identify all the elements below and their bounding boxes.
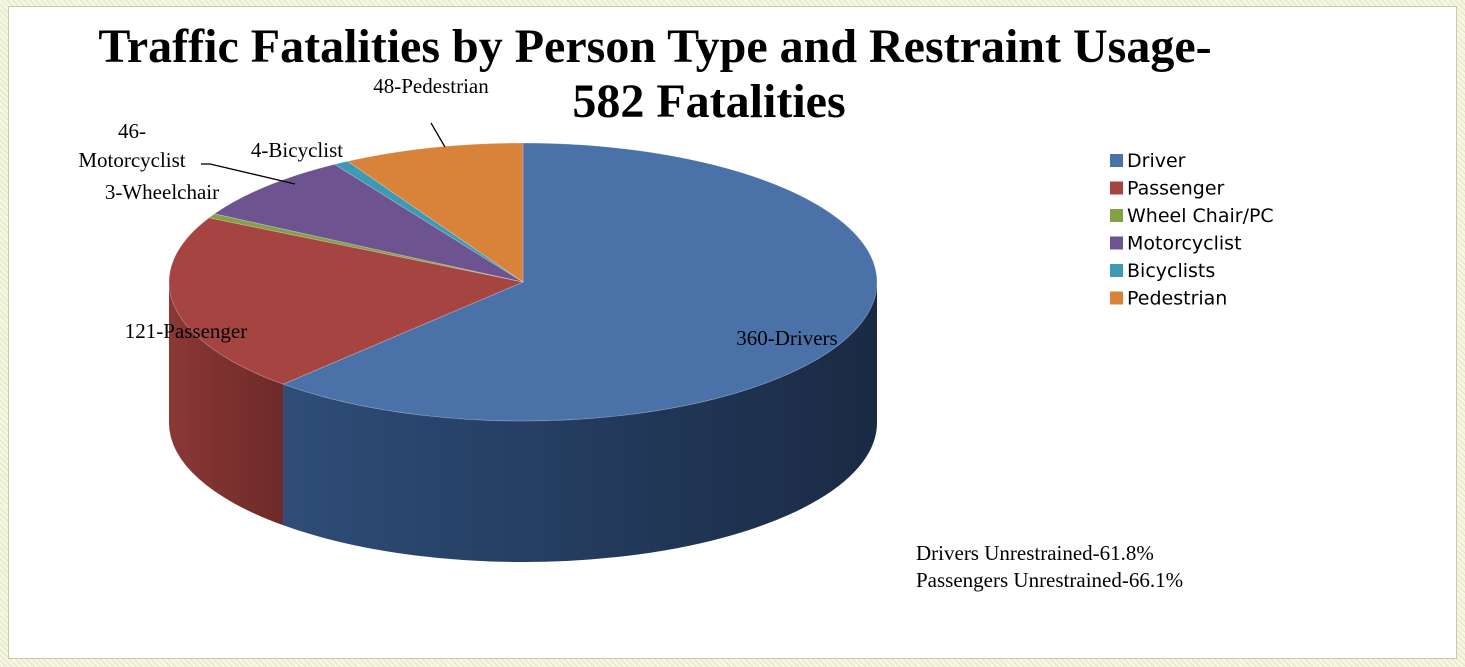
pie-side-passenger (169, 282, 284, 526)
pie-sides (169, 282, 878, 563)
pie-slice-driver (281, 142, 878, 422)
leader-lines (201, 122, 446, 185)
pie-slice-motorcyclist (213, 163, 524, 283)
legend-swatch-wheel-chair-pc (1110, 209, 1123, 222)
legend-label-bicyclists: Bicyclists (1127, 260, 1215, 282)
pie-tops (168, 142, 878, 422)
legend-swatch-driver (1110, 154, 1123, 167)
legend-label-driver: Driver (1127, 150, 1186, 172)
chart-title-line2: 582 Fatalities (572, 75, 845, 128)
label-motorcyclist-name: Motorcyclist (78, 148, 185, 172)
legend: Driver Passenger Wheel Chair/PC Motorcyclis… (1110, 150, 1274, 310)
leader-motorcyclist (209, 163, 296, 185)
pie-slice-wheel-chair-pc (208, 213, 524, 283)
chart-title-line1: Traffic Fatalities by Person Type and Re… (98, 20, 1211, 73)
leader-pedestrian (430, 122, 446, 148)
label-passenger: 121-Passenger (125, 319, 247, 343)
legend-label-passenger: Passenger (1127, 178, 1225, 200)
legend-label-wheel-chair-pc: Wheel Chair/PC (1127, 205, 1274, 227)
legend-swatch-passenger (1110, 181, 1123, 195)
pie-chart: Traffic Fatalities by Person Type and Re… (78, 20, 1274, 592)
label-drivers: 360-Drivers (736, 326, 837, 350)
chart-frame: Traffic Fatalities by Person Type and Re… (8, 6, 1457, 659)
note-drivers-unrestrained: Drivers Unrestrained-61.8% (916, 541, 1154, 565)
legend-label-motorcyclist: Motorcyclist (1127, 233, 1242, 255)
label-pedestrian: 48-Pedestrian (373, 74, 489, 98)
pie-slice-passenger (168, 217, 525, 385)
pie-side-driver (283, 282, 878, 563)
legend-label-pedestrian: Pedestrian (1127, 288, 1227, 310)
label-motorcyclist-value: 46- (118, 119, 146, 143)
label-wheelchair: 3-Wheelchair (105, 180, 219, 204)
note-passengers-unrestrained: Passengers Unrestrained-66.1% (916, 568, 1183, 592)
pie-slice-pedestrian (346, 142, 524, 283)
pie-slice-bicyclists (333, 160, 524, 283)
label-bicyclist: 4-Bicyclist (251, 138, 343, 162)
legend-swatch-pedestrian (1110, 291, 1123, 305)
legend-swatch-bicyclists (1110, 264, 1123, 277)
legend-swatch-motorcyclist (1110, 236, 1123, 250)
